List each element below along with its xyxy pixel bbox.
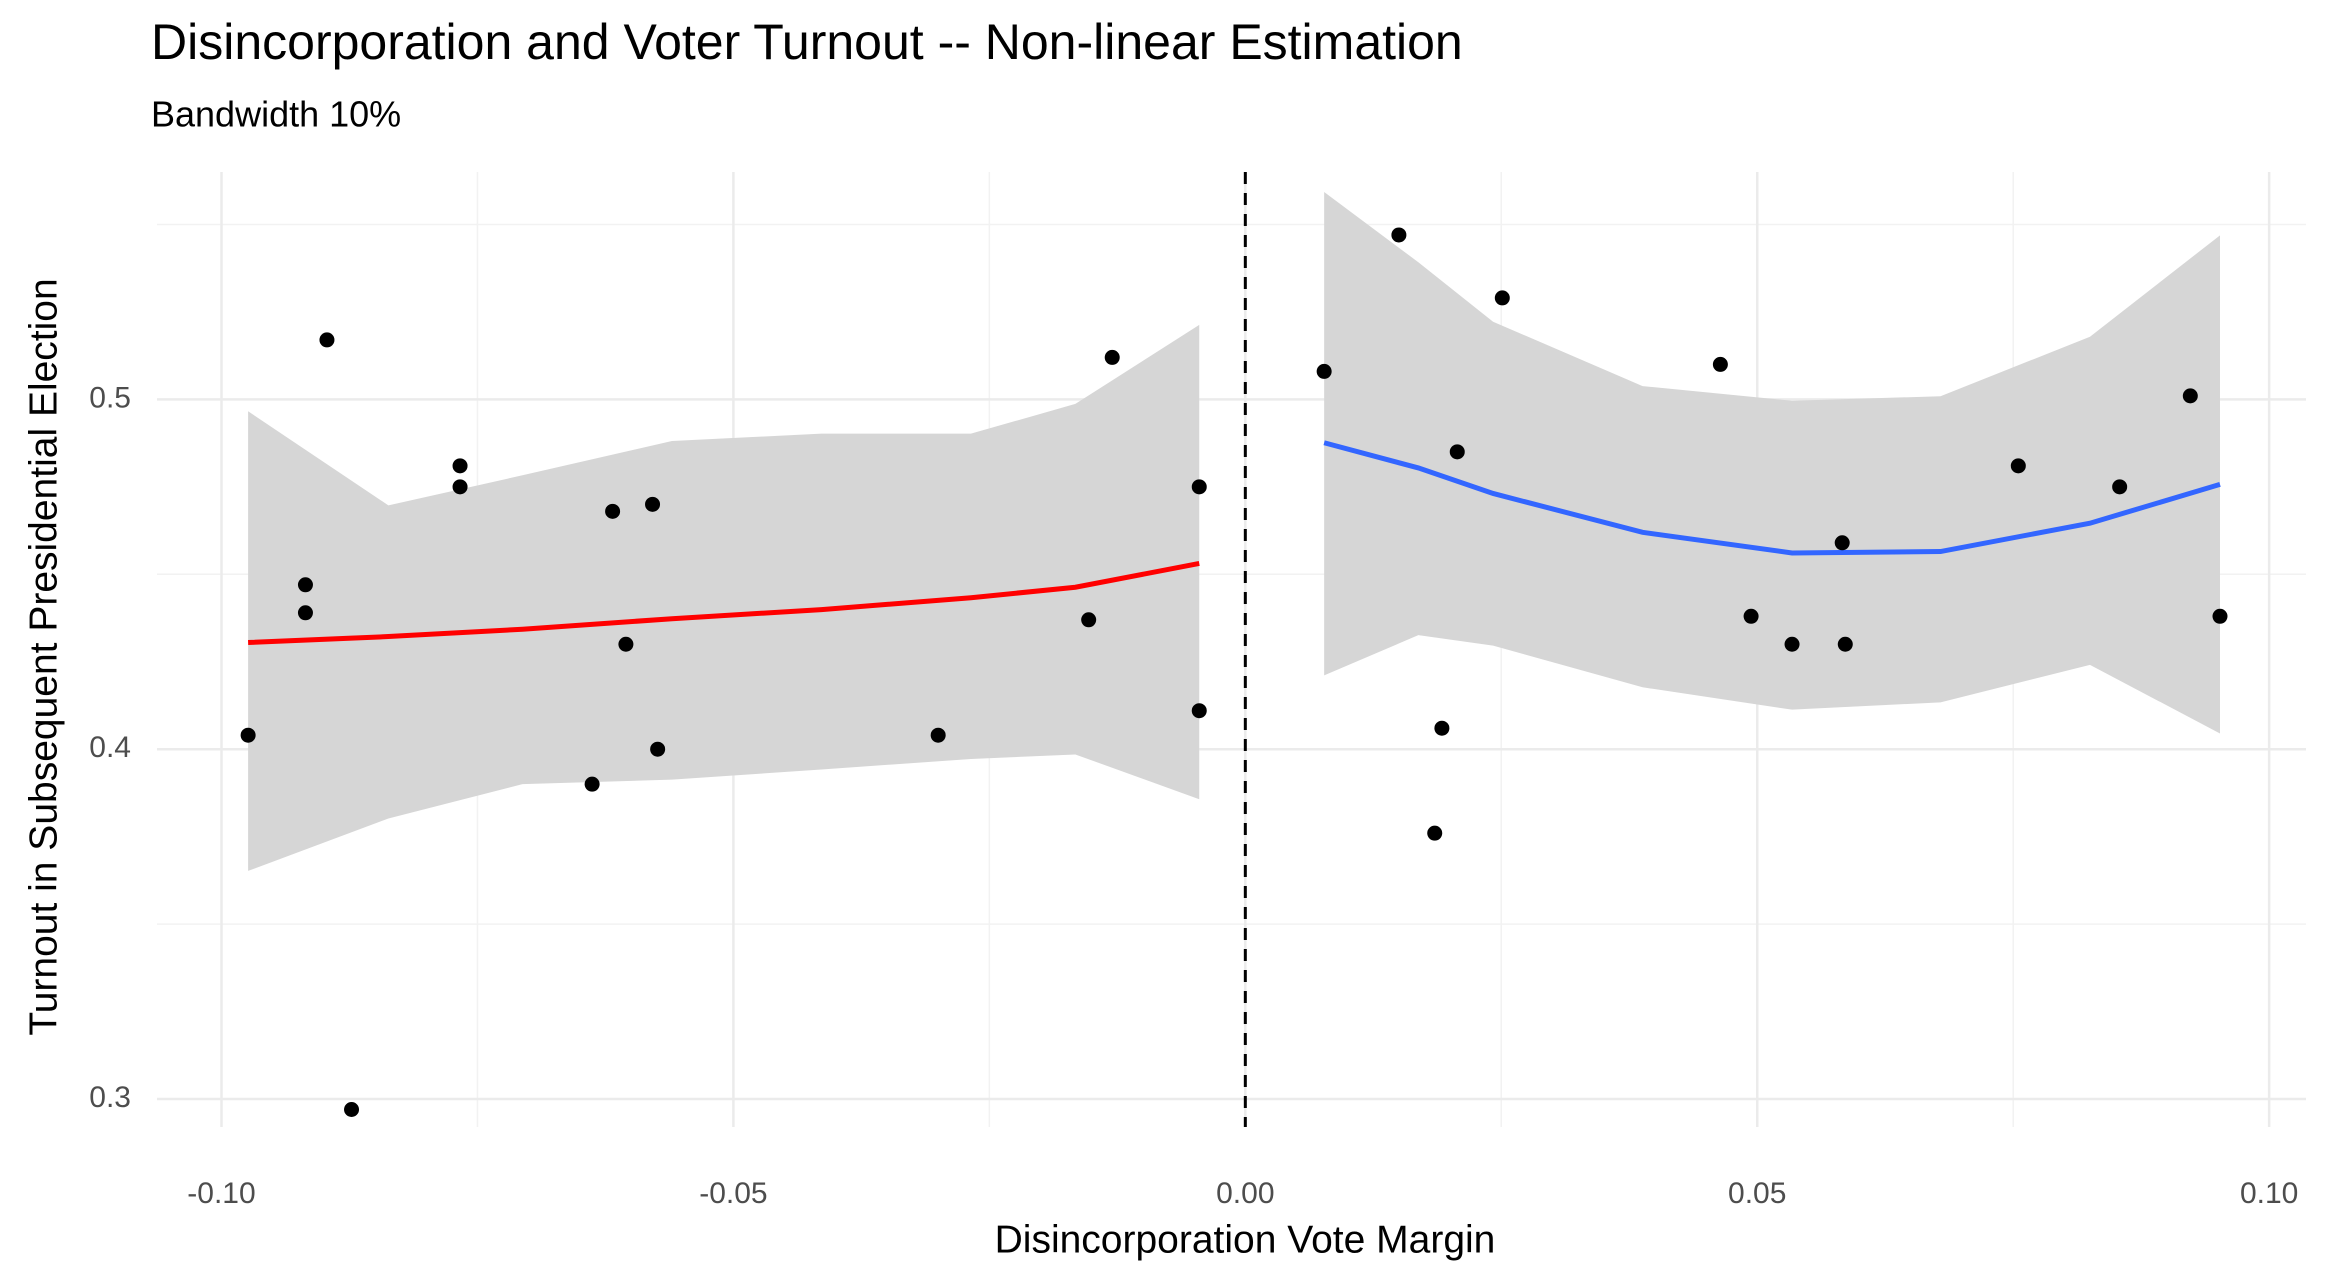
confidence-band xyxy=(248,324,1200,871)
data-point xyxy=(1191,479,1207,495)
fit-line xyxy=(248,560,1200,646)
data-point xyxy=(605,503,621,519)
data-point xyxy=(1427,825,1443,841)
data-point xyxy=(1494,290,1510,306)
data-point xyxy=(1104,349,1120,365)
data-point xyxy=(645,496,661,512)
fit-line xyxy=(1323,440,2221,556)
data-point xyxy=(2010,458,2026,474)
data-point xyxy=(240,727,256,743)
y-axis-title: Turnout in Subsequent Presidential Elect… xyxy=(22,278,65,1035)
data-point xyxy=(1834,535,1850,551)
data-point xyxy=(452,458,468,474)
data-point xyxy=(1434,720,1450,736)
data-point xyxy=(452,479,468,495)
data-point xyxy=(930,727,946,743)
data-point xyxy=(618,636,634,652)
data-point xyxy=(584,776,600,792)
y-tick-label: 0.3 xyxy=(89,1081,131,1114)
chart-title: Disincorporation and Voter Turnout -- No… xyxy=(151,14,1463,70)
data-point xyxy=(1743,608,1759,624)
data-point xyxy=(1391,227,1407,243)
x-tick-label: 0.10 xyxy=(2240,1177,2298,1210)
y-tick-label: 0.5 xyxy=(89,381,131,414)
data-point xyxy=(2182,388,2198,404)
x-tick-label: 0.05 xyxy=(1728,1177,1786,1210)
data-point xyxy=(297,577,313,593)
data-point xyxy=(344,1102,360,1118)
chart-subtitle: Bandwidth 10% xyxy=(151,94,401,135)
x-axis-title: Disincorporation Vote Margin xyxy=(995,1218,1496,1261)
x-tick-label: -0.10 xyxy=(187,1177,255,1210)
data-point xyxy=(2212,608,2228,624)
data-point xyxy=(1316,363,1332,379)
data-point xyxy=(1784,636,1800,652)
x-tick-label: 0.00 xyxy=(1216,1177,1274,1210)
data-point xyxy=(297,605,313,621)
y-tick-label: 0.4 xyxy=(89,731,131,764)
x-tick-label: -0.05 xyxy=(699,1177,767,1210)
data-point xyxy=(319,332,335,348)
confidence-band xyxy=(1324,191,2220,734)
data-point xyxy=(1712,356,1728,372)
data-point xyxy=(1837,636,1853,652)
data-point xyxy=(2112,479,2128,495)
data-point xyxy=(1449,444,1465,460)
data-point xyxy=(1191,703,1207,719)
data-point xyxy=(1081,612,1097,628)
data-point xyxy=(650,741,666,757)
